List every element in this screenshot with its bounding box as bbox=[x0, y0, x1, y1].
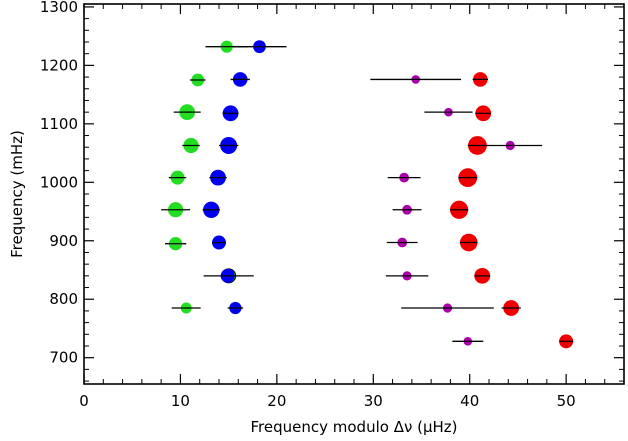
tick-labels: 0 10 20 30 40 50 700 800 900 1000 1100 1200 1300 bbox=[40, 0, 576, 410]
y-tick-label: 1000 bbox=[40, 173, 78, 191]
x-tick-label: 10 bbox=[171, 392, 190, 410]
x-axis-label: Frequency modulo Δν (μHz) bbox=[251, 418, 458, 436]
x-tick-label: 40 bbox=[460, 392, 479, 410]
x-tick-label: 50 bbox=[557, 392, 576, 410]
y-tick-label: 1100 bbox=[40, 115, 78, 133]
plot-frame bbox=[83, 3, 625, 385]
y-tick-label: 1300 bbox=[40, 0, 78, 16]
y-tick-label: 900 bbox=[49, 232, 78, 250]
y-tick-label: 800 bbox=[49, 290, 78, 308]
y-tick-label: 1200 bbox=[40, 56, 78, 74]
data-points bbox=[161, 40, 574, 349]
x-tick-label: 20 bbox=[267, 392, 286, 410]
x-tick-label: 0 bbox=[79, 392, 89, 410]
y-axis-label: Frequency (mHz) bbox=[8, 130, 26, 258]
x-tick-label: 30 bbox=[364, 392, 383, 410]
axis-ticks bbox=[83, 4, 624, 384]
y-tick-label: 700 bbox=[49, 349, 78, 367]
